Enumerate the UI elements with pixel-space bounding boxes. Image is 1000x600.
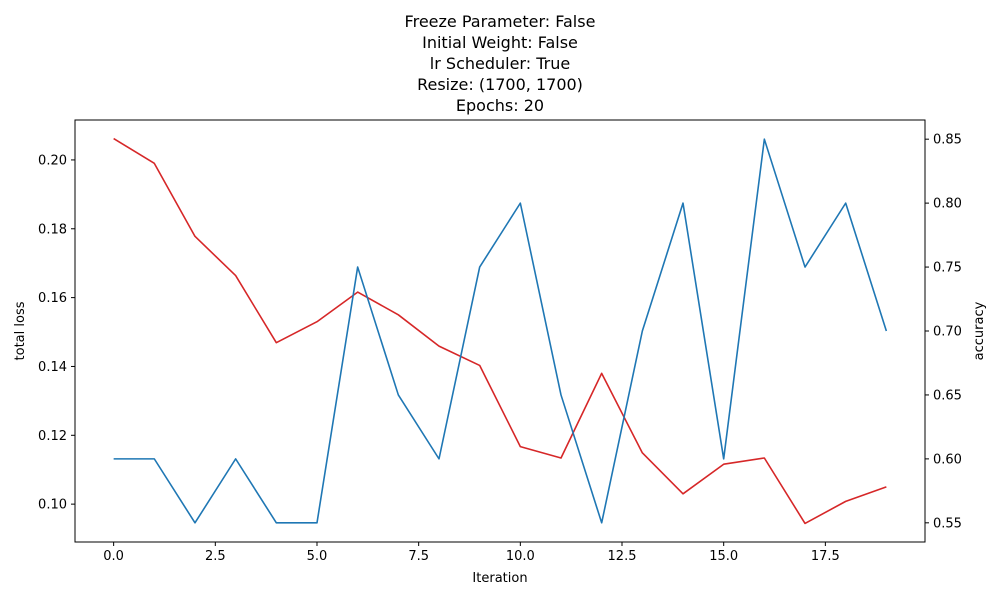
title-line-epochs: Epochs: 20 bbox=[455, 96, 545, 115]
x-tick-label: 17.5 bbox=[811, 549, 840, 564]
y-right-tick-label: 0.85 bbox=[933, 133, 962, 148]
y-left-tick-label: 0.18 bbox=[38, 222, 67, 237]
x-tick-label: 12.5 bbox=[608, 549, 637, 564]
title-line-resize: Resize: (1700, 1700) bbox=[417, 75, 583, 94]
title-line-freeze: Freeze Parameter: False bbox=[404, 12, 596, 31]
x-tick-label: 15.0 bbox=[709, 549, 738, 564]
title-line-lr-scheduler: lr Scheduler: True bbox=[429, 54, 571, 73]
y-right-tick-label: 0.80 bbox=[933, 197, 962, 212]
y-left-tick-label: 0.14 bbox=[38, 360, 67, 375]
y-left-tick-label: 0.20 bbox=[38, 153, 67, 168]
y-right-tick-label: 0.75 bbox=[933, 261, 962, 276]
y-left-tick-label: 0.12 bbox=[38, 429, 67, 444]
y-left-tick-label: 0.10 bbox=[38, 498, 67, 513]
title-line-initial-weight: Initial Weight: False bbox=[422, 33, 578, 52]
y-right-tick-label: 0.70 bbox=[933, 325, 962, 340]
x-tick-label: 7.5 bbox=[408, 549, 429, 564]
y-right-tick-label: 0.55 bbox=[933, 516, 962, 531]
x-tick-label: 10.0 bbox=[506, 549, 535, 564]
y-axis-left-label: total loss bbox=[13, 301, 28, 360]
y-axis-right-label: accuracy bbox=[972, 301, 987, 360]
y-right-tick-label: 0.65 bbox=[933, 388, 962, 403]
x-tick-label: 2.5 bbox=[205, 549, 226, 564]
x-tick-label: 5.0 bbox=[307, 549, 328, 564]
accuracy-series-line bbox=[113, 138, 888, 524]
y-right-tick-label: 0.60 bbox=[933, 452, 962, 467]
x-tick-label: 0.0 bbox=[103, 549, 124, 564]
x-axis-label: Iteration bbox=[472, 571, 527, 586]
plot-frame bbox=[74, 119, 926, 543]
y-left-tick-label: 0.16 bbox=[38, 291, 67, 306]
total-loss-series-line bbox=[113, 137, 887, 525]
